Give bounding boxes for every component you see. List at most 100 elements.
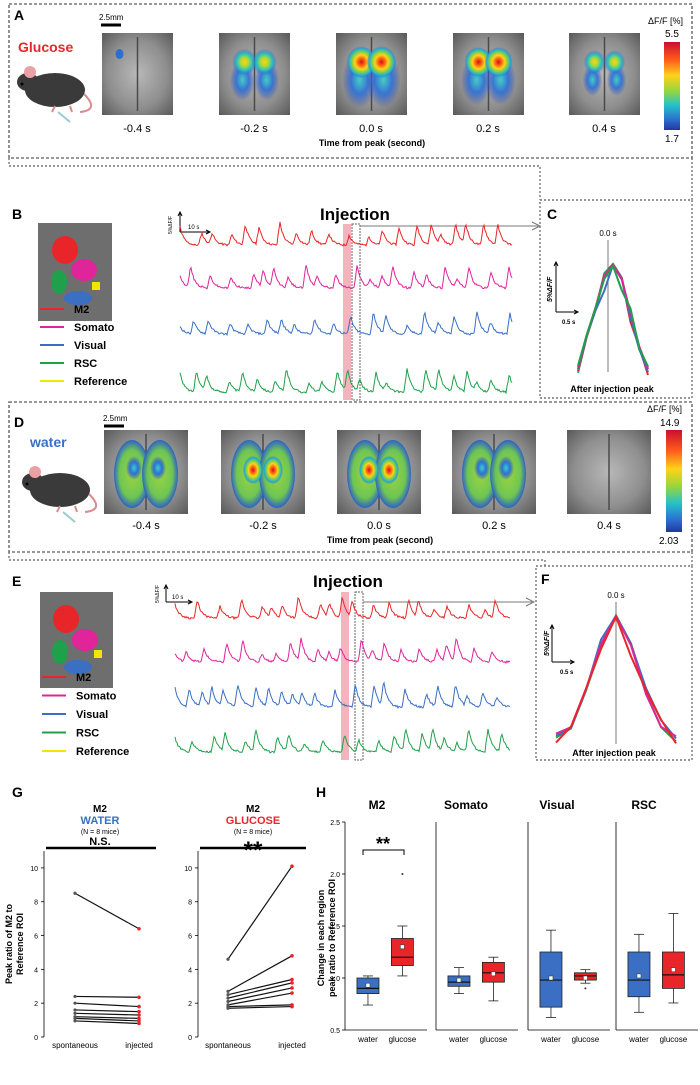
brain-image <box>336 33 407 115</box>
h-box-plots: 0.5 1.0 1.5 2.0 2.5 water glucose water glucose w… <box>330 820 698 1044</box>
panel-a-colorbar-max: 5.5 <box>665 29 679 40</box>
panel-e-legend: M2 Somato Visual RSC Reference <box>42 672 129 758</box>
paired-line <box>227 978 293 996</box>
mean-marker <box>456 977 462 983</box>
trace-line <box>174 681 511 709</box>
mean-marker <box>636 973 642 979</box>
panel-c-xscale: 0.5 s <box>562 320 576 326</box>
spontaneous-point <box>226 993 230 997</box>
legend-label: Reference <box>76 746 129 758</box>
panel-e-scale-x: 10 s <box>172 595 183 601</box>
panel-d-colorbar-max: 14.9 <box>660 418 680 429</box>
panel-e-letter: E <box>12 573 21 589</box>
trace-line <box>179 368 513 395</box>
panel-c-ylabel: 5%ΔF/F <box>547 276 554 302</box>
spontaneous-point <box>226 999 230 1004</box>
legend-label: M2 <box>76 672 91 684</box>
panel-a-brain-images <box>102 33 640 115</box>
panel-g-ylabel-1: Peak ratio of M2 to <box>4 903 14 984</box>
h-title-visual: Visual <box>539 798 574 812</box>
panel-f-letter: F <box>541 571 550 587</box>
brain-image <box>104 430 188 514</box>
panel-b-injection-band <box>343 224 351 400</box>
h-m2-sig-bracket <box>362 849 405 855</box>
panel-h-ylabel-1: Change in each region <box>316 890 326 987</box>
legend-label: Visual <box>74 340 106 352</box>
spontaneous-point <box>226 989 230 993</box>
injected-point <box>137 926 141 931</box>
panel-d-brain-images <box>104 430 651 514</box>
mean-marker <box>583 975 588 981</box>
x-tick-label: glucose <box>480 1035 508 1044</box>
legend-label: Somato <box>76 691 117 703</box>
panel-a-axis-label: Time from peak (second) <box>319 138 425 148</box>
panel-e-traces <box>174 596 511 754</box>
paired-line <box>74 1002 140 1008</box>
h-m2-sig: ** <box>376 834 390 854</box>
trace-line <box>179 265 513 290</box>
y-tick-label: 2 <box>188 1001 192 1008</box>
paired-line <box>227 982 293 999</box>
brain-image <box>337 430 421 514</box>
roi-map-e <box>40 592 113 688</box>
time-label: -0.2 s <box>240 123 268 135</box>
panel-c-frame <box>539 199 693 399</box>
time-label: -0.2 s <box>249 520 277 532</box>
time-label: 0.0 s <box>367 520 391 532</box>
g-water-plot: 0 2 4 6 8 10 <box>30 851 141 1042</box>
time-label: 0.4 s <box>597 520 621 532</box>
g-glucose-n: (N = 8 mice) <box>234 829 272 836</box>
x-tick-label: water <box>448 1035 469 1044</box>
panel-e-peak-window <box>354 591 364 761</box>
panel-b-letter: B <box>12 206 22 222</box>
panel-d-condition: water <box>29 434 67 450</box>
spontaneous-point <box>73 1008 77 1012</box>
h-title-m2: M2 <box>369 798 386 812</box>
x-tick-label: glucose <box>389 1035 417 1044</box>
box <box>390 938 414 966</box>
peak-trace <box>577 263 649 370</box>
panel-f-xscale: 0.5 s <box>560 670 574 676</box>
x-tick-label: glucose <box>660 1035 688 1044</box>
y-tick-label: 4 <box>188 967 192 974</box>
legend-label: RSC <box>74 358 97 370</box>
spontaneous-point <box>73 1019 77 1023</box>
g-water-n: (N = 8 mice) <box>81 829 119 836</box>
injected-point <box>137 1004 141 1009</box>
legend-label: RSC <box>76 728 99 740</box>
paired-line <box>74 892 140 930</box>
panel-d-time-labels: -0.4 s -0.2 s 0.0 s 0.2 s 0.4 s <box>132 520 621 532</box>
legend-label: M2 <box>74 304 89 316</box>
y-tick-label: 2.5 <box>330 820 340 827</box>
legend-label: Reference <box>74 376 127 388</box>
mean-marker <box>400 944 405 950</box>
h-title-somato: Somato <box>444 798 488 812</box>
g-glucose-xlabel: spontaneous <box>205 1041 251 1050</box>
panel-a: A Glucose 2.5mm -0.4 s -0.2 s 0.0 s 0.2 … <box>8 3 693 159</box>
brain-image <box>569 33 640 115</box>
y-tick-label: 10 <box>184 866 192 873</box>
injected-point <box>290 977 294 982</box>
h-title-rsc: RSC <box>631 798 657 812</box>
arrow-head <box>525 597 536 607</box>
panel-d-colorbar-min: 2.03 <box>659 536 679 547</box>
g-water-xlabel: spontaneous <box>52 1041 98 1050</box>
panel-a-colorbar <box>664 42 680 130</box>
y-tick-label: 8 <box>34 900 38 907</box>
panel-f-ylabel: 5%ΔF/F <box>544 630 551 656</box>
paired-line <box>74 1016 140 1019</box>
y-tick-label: 1.0 <box>330 976 340 983</box>
g-glucose-plot: 0 2 4 6 8 10 <box>184 851 294 1042</box>
injected-point <box>290 981 294 985</box>
outlier <box>584 987 587 990</box>
y-tick-label: 6 <box>34 934 38 941</box>
g-water-title: M2 <box>93 804 107 815</box>
trace-line <box>174 637 511 664</box>
spontaneous-point <box>73 994 77 999</box>
mean-marker <box>365 983 371 988</box>
panel-h: H Change in each region peak ratio to Re… <box>316 784 698 1044</box>
paired-line <box>74 995 140 998</box>
injected-point <box>137 1019 141 1023</box>
brain-image <box>453 33 524 115</box>
